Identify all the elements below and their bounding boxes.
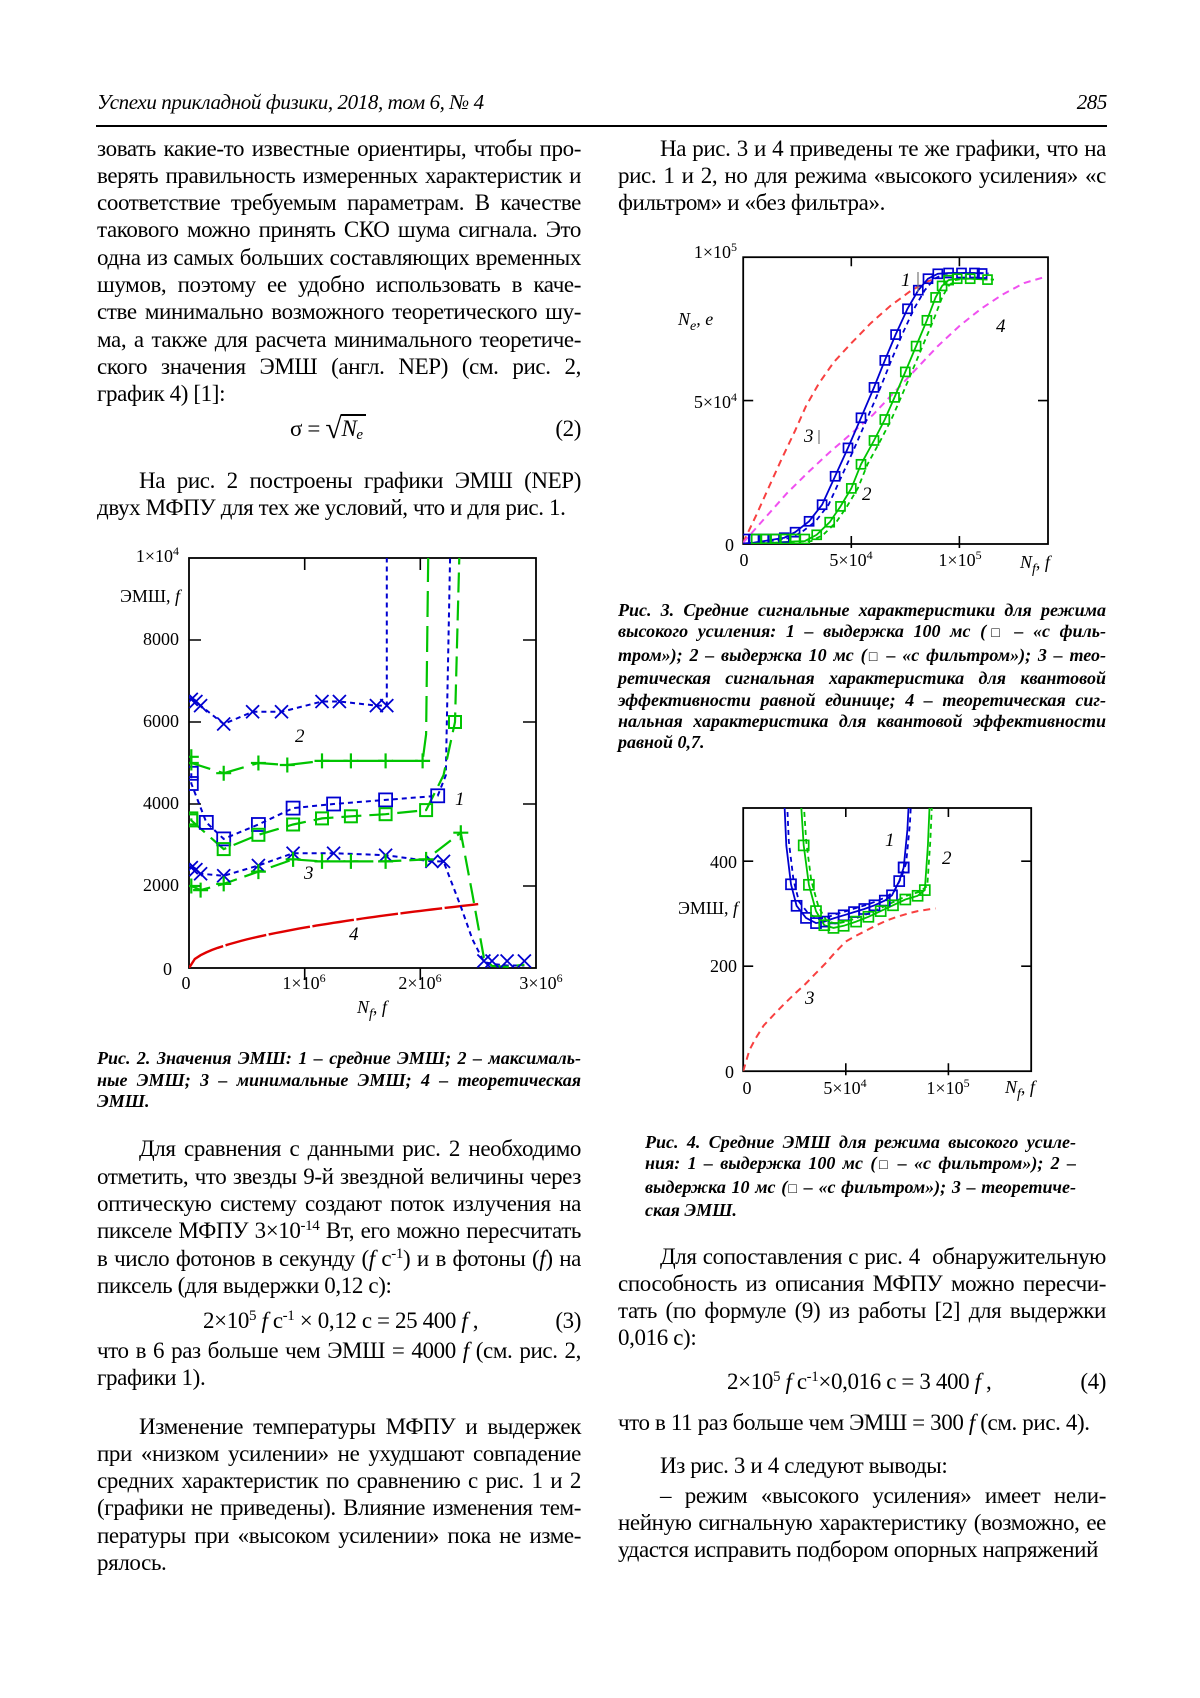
svg-text:5×104: 5×104	[694, 390, 737, 412]
svg-text:1: 1	[901, 270, 911, 291]
svg-text:3: 3	[303, 863, 314, 884]
svg-text:2: 2	[942, 848, 952, 869]
svg-text:1: 1	[455, 789, 465, 810]
svg-text:3: 3	[803, 426, 814, 447]
svg-text:2000: 2000	[143, 875, 179, 895]
svg-text:1×104: 1×104	[136, 544, 179, 566]
svg-text:0: 0	[743, 1078, 752, 1098]
svg-text:4000: 4000	[143, 793, 179, 813]
svg-text:0: 0	[163, 959, 172, 979]
svg-text:6000: 6000	[143, 711, 179, 731]
svg-text:1: 1	[885, 830, 895, 851]
svg-text:200: 200	[710, 956, 737, 976]
svg-text:4: 4	[349, 924, 359, 945]
svg-text:3×106: 3×106	[519, 971, 562, 993]
svg-text:0: 0	[740, 550, 749, 570]
svg-text:Nf, f: Nf, f	[1004, 1077, 1038, 1102]
svg-text:2×106: 2×106	[398, 971, 441, 993]
svg-text:3: 3	[804, 988, 815, 1009]
svg-text:Nf, f: Nf, f	[1019, 552, 1053, 577]
svg-text:1×106: 1×106	[282, 971, 325, 993]
svg-text:2: 2	[862, 484, 872, 505]
svg-text:Ne, e: Ne, e	[677, 309, 713, 334]
svg-text:2: 2	[295, 726, 305, 747]
svg-text:0: 0	[182, 973, 191, 993]
svg-text:0: 0	[725, 535, 734, 555]
svg-text:1×105: 1×105	[926, 1076, 969, 1098]
svg-text:1×105: 1×105	[694, 240, 737, 262]
svg-text:0: 0	[725, 1062, 734, 1082]
svg-text:ЭМШ, f: ЭМШ, f	[678, 898, 741, 918]
svg-text:1×105: 1×105	[938, 548, 981, 570]
svg-text:5×104: 5×104	[823, 1076, 866, 1098]
svg-text:400: 400	[710, 852, 737, 872]
svg-text:4: 4	[996, 316, 1006, 337]
svg-text:ЭМШ, f: ЭМШ, f	[120, 586, 183, 606]
svg-text:Nf, f: Nf, f	[356, 997, 390, 1022]
svg-text:5×104: 5×104	[829, 548, 872, 570]
svg-text:8000: 8000	[143, 629, 179, 649]
